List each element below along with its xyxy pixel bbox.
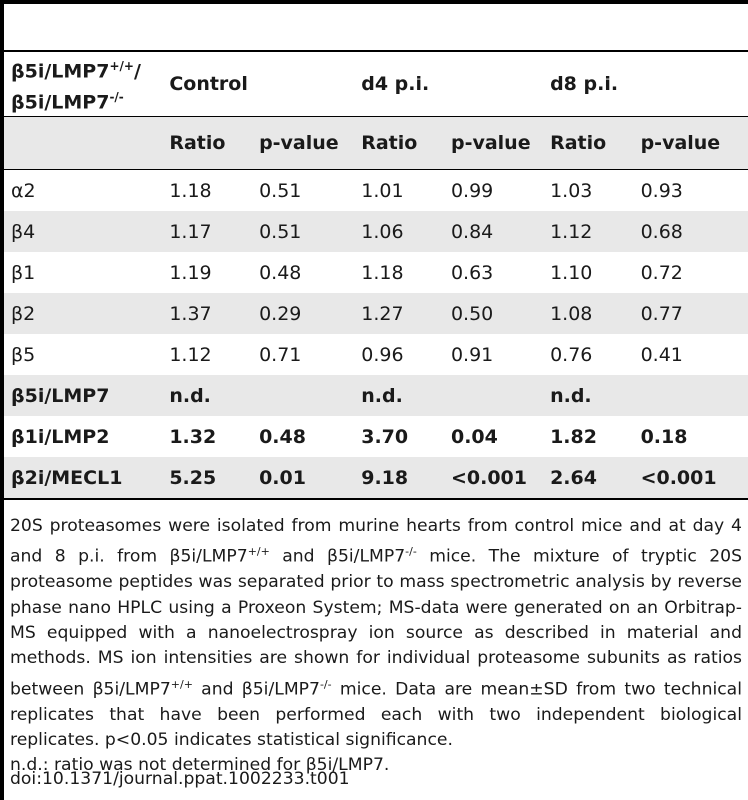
ratio-cell: 1.17	[162, 211, 253, 252]
table-row: β1i/LMP2 1.32 0.48 3.70 0.04 1.82 0.18	[4, 416, 748, 457]
sub-header-empty	[4, 116, 163, 170]
ratio-cell: 1.19	[169, 261, 212, 284]
table-row: β2i/MECL1 5.25 0.01 9.18 <0.001 2.64 <0.001	[4, 457, 748, 500]
table-row: β5 1.12 0.71 0.96 0.91 0.76 0.41	[4, 334, 748, 375]
pvalue-cell: 0.84	[443, 211, 544, 252]
ratio-cell: 9.18	[354, 457, 444, 500]
sub-header-pvalue: p-value	[633, 116, 748, 170]
row-label: β2	[4, 293, 163, 334]
pvalue-cell	[633, 375, 748, 416]
sub-header-row: Ratio p-value Ratio p-value Ratio p-valu…	[4, 116, 748, 170]
ratio-cell: 0.96	[361, 343, 404, 366]
table-body: α2 1.18 0.51 1.01 0.99 1.03 0.93 β4 1.17 0.51 1.06…	[4, 170, 748, 500]
ratio-cell: 5.25	[162, 457, 253, 500]
pvalue-cell: 0.51	[259, 179, 302, 202]
footnote-paragraph: 20S proteasomes were isolated from murin…	[10, 516, 742, 750]
ratio-cell: 1.08	[543, 293, 634, 334]
pvalue-cell: 0.99	[450, 179, 494, 202]
sub-header-ratio: Ratio	[354, 116, 444, 170]
group-header-control: Control	[169, 73, 248, 95]
pvalue-cell: 0.48	[259, 425, 306, 448]
ratio-cell: 1.37	[162, 293, 253, 334]
ratio-cell: 1.10	[550, 261, 593, 284]
table-row: β5i/LMP7 n.d. n.d. n.d.	[4, 375, 748, 416]
pvalue-cell: 0.91	[450, 343, 494, 366]
group-header-row: β5i/LMP7+/+/ β5i/LMP7-/- Control d4 p.i.…	[4, 52, 748, 117]
sub-header-ratio: Ratio	[543, 116, 634, 170]
pvalue-cell: 0.04	[450, 425, 498, 448]
table-footnote: 20S proteasomes were isolated from murin…	[10, 514, 742, 778]
ratio-cell: 1.18	[361, 261, 404, 284]
ratio-cell: 1.18	[169, 179, 212, 202]
doi-text: doi:10.1371/journal.ppat.1002233.t001	[10, 769, 350, 789]
table-title-band	[4, 4, 748, 52]
table-row: α2 1.18 0.51 1.01 0.99 1.03 0.93	[4, 170, 748, 212]
pvalue-cell	[252, 375, 355, 416]
sub-header-ratio: Ratio	[162, 116, 253, 170]
group-header-d8: d8 p.i.	[550, 73, 619, 95]
top-border	[0, 0, 748, 4]
table-row: β2 1.37 0.29 1.27 0.50 1.08 0.77	[4, 293, 748, 334]
pvalue-cell: 0.51	[252, 211, 355, 252]
ratio-cell: 1.32	[169, 425, 217, 448]
footnote-nd-note: n.d.: ratio was not determined for β5i/L…	[10, 755, 390, 776]
pvalue-cell: 0.01	[252, 457, 355, 500]
row-label: β5i/LMP7	[4, 375, 163, 416]
sub-header-pvalue: p-value	[443, 116, 544, 170]
ratio-cell: 0.76	[550, 343, 593, 366]
ratio-cell: 1.82	[550, 425, 597, 448]
pvalue-cell: 0.77	[633, 293, 748, 334]
row-label: β5	[11, 343, 36, 366]
ratio-cell: 3.70	[361, 425, 409, 448]
ratio-cell: 2.64	[543, 457, 634, 500]
ratio-cell: n.d.	[543, 375, 634, 416]
row-label: β4	[4, 211, 163, 252]
ratio-cell: n.d.	[162, 375, 253, 416]
table-row: β1 1.19 0.48 1.18 0.63 1.10 0.72	[4, 252, 748, 293]
ratio-cell: 1.12	[169, 343, 212, 366]
data-table: β5i/LMP7+/+/ β5i/LMP7-/- Control d4 p.i.…	[4, 52, 748, 500]
pvalue-cell: 0.41	[640, 343, 683, 366]
row-label: α2	[11, 179, 36, 202]
ratio-cell: 1.12	[543, 211, 634, 252]
ratio-cell: 1.01	[361, 179, 404, 202]
pvalue-cell: 0.71	[259, 343, 302, 366]
table-row: β4 1.17 0.51 1.06 0.84 1.12 0.68	[4, 211, 748, 252]
pvalue-cell: 0.72	[640, 261, 683, 284]
ratio-cell: 1.06	[354, 211, 444, 252]
row-label: β1	[11, 261, 36, 284]
pvalue-cell: 0.63	[450, 261, 494, 284]
pvalue-cell	[443, 375, 544, 416]
pvalue-cell: <0.001	[633, 457, 748, 500]
pvalue-cell: 0.29	[252, 293, 355, 334]
left-border	[0, 0, 4, 800]
ratio-cell: 1.03	[550, 179, 593, 202]
row-label: β1i/LMP2	[11, 425, 110, 448]
group-header-d4: d4 p.i.	[361, 73, 430, 95]
corner-header: β5i/LMP7+/+/ β5i/LMP7-/-	[11, 58, 141, 114]
pvalue-cell: 0.93	[640, 179, 683, 202]
ratio-cell: n.d.	[354, 375, 444, 416]
ratio-cell: 1.27	[354, 293, 444, 334]
row-label: β2i/MECL1	[4, 457, 163, 500]
pvalue-cell: 0.18	[640, 425, 688, 448]
pvalue-cell: 0.48	[259, 261, 302, 284]
sub-header-pvalue: p-value	[252, 116, 355, 170]
pvalue-cell: <0.001	[443, 457, 544, 500]
pvalue-cell: 0.68	[633, 211, 748, 252]
pvalue-cell: 0.50	[443, 293, 544, 334]
